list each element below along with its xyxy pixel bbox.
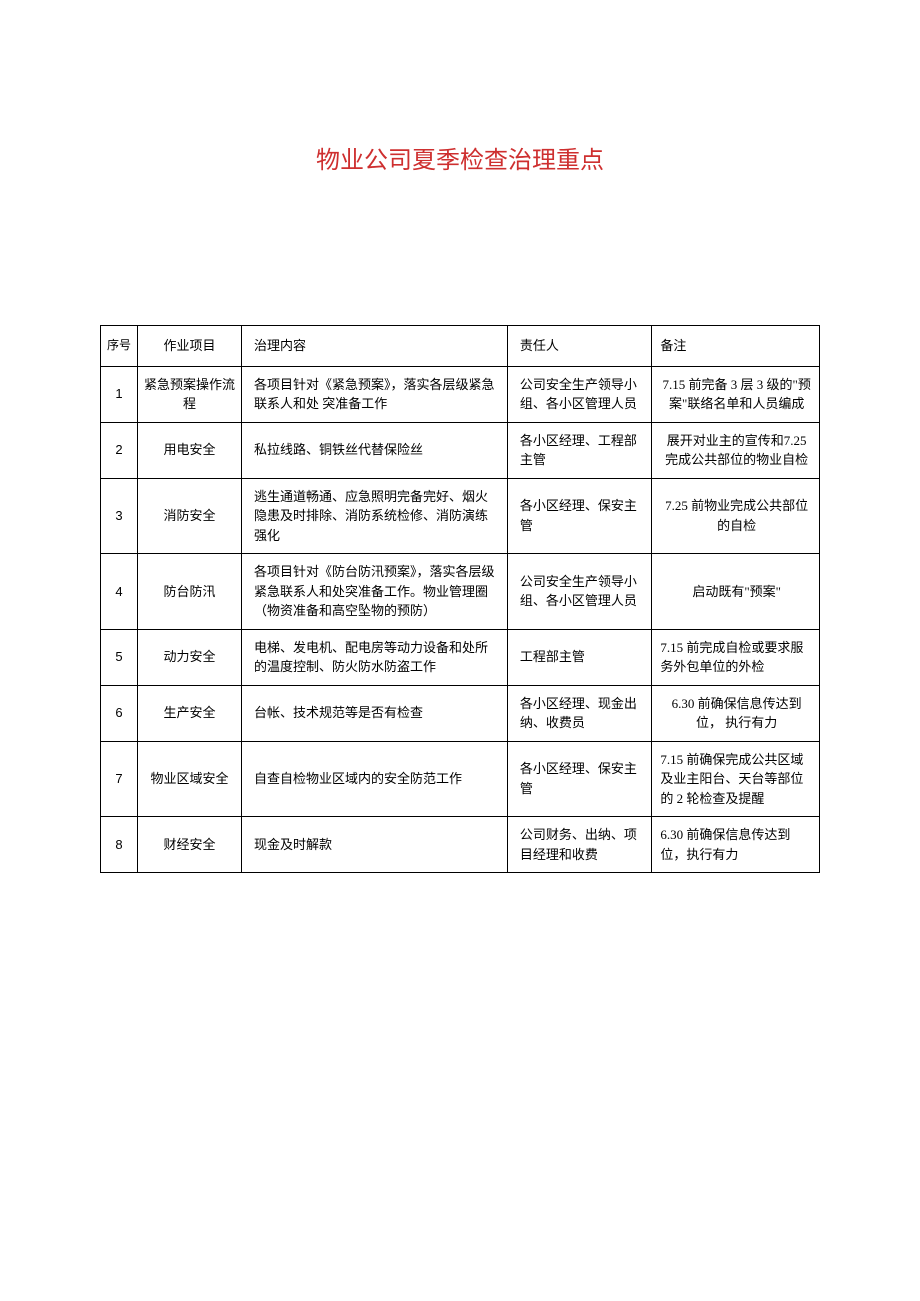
cell-project: 物业区域安全: [137, 741, 241, 817]
cell-remark: 7.15 前完备 3 层 3 级的"预案"联络名单和人员编成: [652, 366, 820, 422]
cell-project: 动力安全: [137, 629, 241, 685]
table-row: 8 财经安全 现金及时解款 公司财务、出纳、项目经理和收费 6.30 前确保信息…: [101, 817, 820, 873]
table-row: 7 物业区域安全 自查自检物业区域内的安全防范工作 各小区经理、保安主 管 7.…: [101, 741, 820, 817]
table-row: 3 消防安全 逃生通道畅通、应急照明完备完好、烟火隐患及时排除、消防系统检修、消…: [101, 478, 820, 554]
table-header-row: 序号 作业项目 治理内容 责任人 备注: [101, 326, 820, 367]
table-row: 4 防台防汛 各项目针对《防台防汛预案》，落实各层级紧急联系人和处突准备工作。物…: [101, 554, 820, 630]
cell-remark: 7.15 前完成自检或要求服务外包单位的外检: [652, 629, 820, 685]
table-row: 2 用电安全 私拉线路、铜铁丝代替保险丝 各小区经理、工程部主管 展开对业主的宣…: [101, 422, 820, 478]
cell-person: 各小区经理、保安主 管: [507, 741, 651, 817]
cell-seq: 8: [101, 817, 138, 873]
cell-remark: 启动既有"预案": [652, 554, 820, 630]
cell-content: 电梯、发电机、配电房等动力设备和处所的温度控制、防火防水防盗工作: [242, 629, 508, 685]
header-remark: 备注: [652, 326, 820, 367]
cell-remark: 展开对业主的宣传和7.25 完成公共部位的物业自检: [652, 422, 820, 478]
cell-seq: 5: [101, 629, 138, 685]
cell-content: 各项目针对《防台防汛预案》，落实各层级紧急联系人和处突准备工作。物业管理圈（物资…: [242, 554, 508, 630]
table-body: 1 紧急预案操作流程 各项目针对《紧急预案》，落实各层级紧急联系人和处 突准备工…: [101, 366, 820, 873]
cell-person: 公司财务、出纳、项目经理和收费: [507, 817, 651, 873]
cell-content: 台帐、技术规范等是否有检查: [242, 685, 508, 741]
inspection-table: 序号 作业项目 治理内容 责任人 备注 1 紧急预案操作流程 各项目针对《紧急预…: [100, 325, 820, 873]
table-row: 6 生产安全 台帐、技术规范等是否有检查 各小区经理、现金出纳、收费员 6.30…: [101, 685, 820, 741]
cell-content: 逃生通道畅通、应急照明完备完好、烟火隐患及时排除、消防系统检修、消防演练强化: [242, 478, 508, 554]
cell-seq: 7: [101, 741, 138, 817]
table-row: 5 动力安全 电梯、发电机、配电房等动力设备和处所的温度控制、防火防水防盗工作 …: [101, 629, 820, 685]
cell-project: 消防安全: [137, 478, 241, 554]
cell-remark: 6.30 前确保信息传达到位， 执行有力: [652, 685, 820, 741]
cell-seq: 3: [101, 478, 138, 554]
cell-content: 私拉线路、铜铁丝代替保险丝: [242, 422, 508, 478]
header-person: 责任人: [507, 326, 651, 367]
cell-remark: 7.25 前物业完成公共部位的自检: [652, 478, 820, 554]
cell-person: 各小区经理、保安主 管: [507, 478, 651, 554]
cell-seq: 4: [101, 554, 138, 630]
cell-project: 用电安全: [137, 422, 241, 478]
cell-seq: 2: [101, 422, 138, 478]
table-row: 1 紧急预案操作流程 各项目针对《紧急预案》，落实各层级紧急联系人和处 突准备工…: [101, 366, 820, 422]
cell-content: 现金及时解款: [242, 817, 508, 873]
header-content: 治理内容: [242, 326, 508, 367]
cell-seq: 1: [101, 366, 138, 422]
cell-remark: 7.15 前确保完成公共区域及业主阳台、天台等部位的 2 轮检查及提醒: [652, 741, 820, 817]
document-title: 物业公司夏季检查治理重点: [100, 140, 820, 175]
header-seq: 序号: [101, 326, 138, 367]
cell-content: 各项目针对《紧急预案》，落实各层级紧急联系人和处 突准备工作: [242, 366, 508, 422]
cell-project: 防台防汛: [137, 554, 241, 630]
cell-person: 各小区经理、现金出纳、收费员: [507, 685, 651, 741]
cell-project: 生产安全: [137, 685, 241, 741]
cell-content: 自查自检物业区域内的安全防范工作: [242, 741, 508, 817]
cell-person: 各小区经理、工程部主管: [507, 422, 651, 478]
cell-project: 紧急预案操作流程: [137, 366, 241, 422]
cell-remark: 6.30 前确保信息传达到位，执行有力: [652, 817, 820, 873]
cell-person: 工程部主管: [507, 629, 651, 685]
cell-project: 财经安全: [137, 817, 241, 873]
cell-seq: 6: [101, 685, 138, 741]
cell-person: 公司安全生产领导小组、各小区管理人员: [507, 366, 651, 422]
header-project: 作业项目: [137, 326, 241, 367]
cell-person: 公司安全生产领导小组、各小区管理人员: [507, 554, 651, 630]
